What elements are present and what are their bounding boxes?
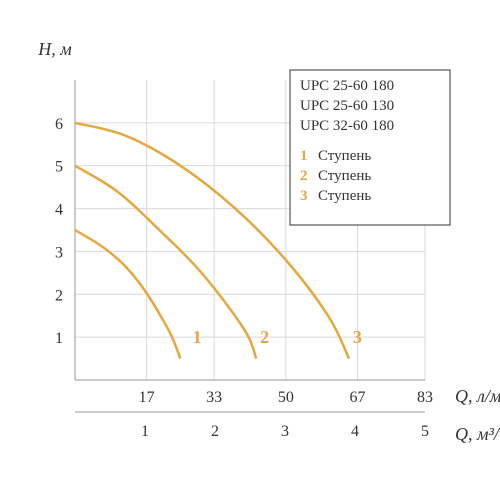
legend-stage-num: 3: [300, 188, 308, 204]
y-axis-label: H, м: [37, 39, 72, 59]
curve-label-1: 1: [193, 327, 202, 347]
x-tick-lmin: 50: [278, 389, 294, 406]
legend-model: UPC 25-60 130: [300, 98, 394, 114]
legend-model: UPC 32-60 180: [300, 118, 394, 134]
y-tick-label: 3: [55, 244, 63, 261]
x-tick-m3h: 1: [141, 423, 149, 440]
y-tick-label: 1: [55, 330, 63, 347]
x-tick-m3h: 5: [421, 423, 429, 440]
y-tick-label: 6: [55, 116, 63, 133]
x-tick-m3h: 2: [211, 423, 219, 440]
y-tick-label: 2: [55, 287, 63, 304]
pump-curve-chart: 1 2 3 1 2 3 4 5 6 H, м 17 33 50 67 83 Q, л/мин 1 2 3 4 5 Q, м…: [0, 0, 500, 500]
x-tick-lmin: 17: [139, 389, 155, 406]
legend-stage-text: Ступень: [318, 188, 371, 204]
x-tick-lmin: 33: [206, 389, 222, 406]
legend-stage-num: 1: [300, 148, 308, 164]
chart-svg: 1 2 3 1 2 3 4 5 6 H, м 17 33 50 67 83 Q, л/мин 1 2 3 4 5 Q, м…: [0, 0, 500, 500]
legend-model: UPC 25-60 180: [300, 78, 394, 94]
curve-2: [75, 166, 256, 359]
legend-stage-text: Ступень: [318, 168, 371, 184]
curve-label-2: 2: [260, 327, 269, 347]
y-tick-label: 4: [55, 202, 63, 219]
x-axis-label-lmin: Q, л/мин: [455, 386, 500, 406]
legend-stage-text: Ступень: [318, 148, 371, 164]
x-tick-lmin: 67: [350, 389, 366, 406]
curve-label-3: 3: [353, 327, 362, 347]
x-tick-m3h: 4: [351, 423, 359, 440]
x-tick-lmin: 83: [417, 389, 433, 406]
y-tick-label: 5: [55, 159, 63, 176]
x-axis-label-m3h: Q, м³/ч: [455, 424, 500, 444]
x-tick-m3h: 3: [281, 423, 289, 440]
legend-stage-num: 2: [300, 168, 308, 184]
